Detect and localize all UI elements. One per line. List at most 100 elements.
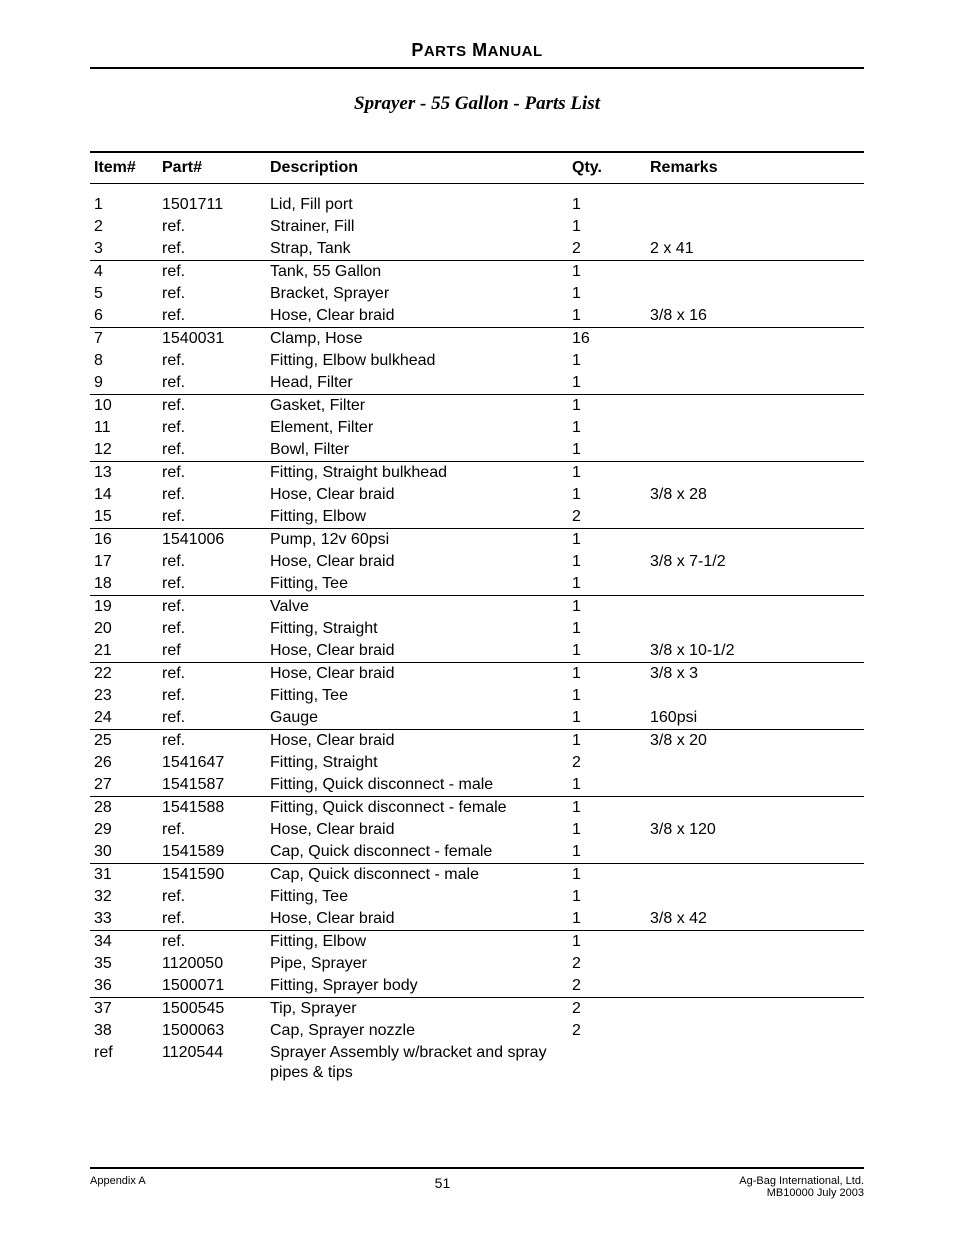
table-row: 9ref.Head, Filter1	[90, 372, 864, 395]
cell-item: 26	[90, 752, 158, 774]
cell-qty: 2	[568, 1020, 646, 1042]
cell-desc: Fitting, Quick disconnect - male	[266, 774, 568, 797]
cell-part: ref.	[158, 372, 266, 395]
col-header-part: Part#	[158, 152, 266, 184]
cell-remarks	[646, 194, 864, 216]
cell-remarks: 3/8 x 28	[646, 484, 864, 506]
cell-remarks: 2 x 41	[646, 238, 864, 261]
cell-item: 19	[90, 596, 158, 619]
cell-remarks	[646, 975, 864, 998]
cell-qty: 1	[568, 841, 646, 864]
cell-qty: 2	[568, 238, 646, 261]
cell-remarks	[646, 864, 864, 887]
cell-part: ref.	[158, 551, 266, 573]
cell-qty: 1	[568, 439, 646, 462]
cell-qty: 1	[568, 395, 646, 418]
cell-part: ref.	[158, 573, 266, 596]
cell-desc: Pipe, Sprayer	[266, 953, 568, 975]
cell-remarks: 3/8 x 10-1/2	[646, 640, 864, 663]
cell-remarks	[646, 618, 864, 640]
table-row: 371500545Tip, Sprayer2	[90, 998, 864, 1021]
cell-qty: 1	[568, 305, 646, 328]
cell-desc: Bracket, Sprayer	[266, 283, 568, 305]
cell-remarks	[646, 774, 864, 797]
cell-remarks	[646, 372, 864, 395]
page-subtitle: Sprayer - 55 Gallon - Parts List	[90, 93, 864, 115]
cell-remarks	[646, 417, 864, 439]
cell-qty	[568, 1042, 646, 1084]
table-row: 23ref.Fitting, Tee1	[90, 685, 864, 707]
cell-remarks: 3/8 x 3	[646, 663, 864, 686]
table-row: 25ref.Hose, Clear braid13/8 x 20	[90, 730, 864, 753]
cell-remarks	[646, 216, 864, 238]
cell-desc: Fitting, Straight	[266, 752, 568, 774]
cell-qty: 1	[568, 931, 646, 954]
cell-qty: 1	[568, 707, 646, 730]
cell-desc: Hose, Clear braid	[266, 908, 568, 931]
table-row: 4ref.Tank, 55 Gallon1	[90, 261, 864, 284]
title-part: ARTS	[424, 43, 467, 60]
footer-rule	[90, 1167, 864, 1169]
cell-part: ref.	[158, 685, 266, 707]
cell-part: 1541589	[158, 841, 266, 864]
cell-part: ref.	[158, 462, 266, 485]
cell-part: ref.	[158, 730, 266, 753]
cell-desc: Hose, Clear braid	[266, 484, 568, 506]
cell-remarks	[646, 462, 864, 485]
table-row: 5ref.Bracket, Sprayer1	[90, 283, 864, 305]
table-row: 29ref.Hose, Clear braid13/8 x 120	[90, 819, 864, 841]
cell-desc: Fitting, Straight bulkhead	[266, 462, 568, 485]
cell-desc: Fitting, Elbow	[266, 506, 568, 529]
cell-qty: 2	[568, 953, 646, 975]
table-row: 34ref.Fitting, Elbow1	[90, 931, 864, 954]
cell-item: 1	[90, 194, 158, 216]
table-row: 3ref.Strap, Tank22 x 41	[90, 238, 864, 261]
cell-part: 1541587	[158, 774, 266, 797]
cell-part: ref.	[158, 596, 266, 619]
table-row: 15ref.Fitting, Elbow2	[90, 506, 864, 529]
cell-remarks	[646, 931, 864, 954]
col-header-remarks: Remarks	[646, 152, 864, 184]
cell-part: 1120544	[158, 1042, 266, 1084]
cell-qty: 16	[568, 328, 646, 351]
cell-part: 1541647	[158, 752, 266, 774]
table-row: 71540031Clamp, Hose16	[90, 328, 864, 351]
cell-qty: 1	[568, 797, 646, 820]
cell-item: 4	[90, 261, 158, 284]
cell-remarks: 3/8 x 16	[646, 305, 864, 328]
cell-remarks	[646, 506, 864, 529]
cell-remarks	[646, 1020, 864, 1042]
table-row: 261541647Fitting, Straight2	[90, 752, 864, 774]
cell-part: 1500063	[158, 1020, 266, 1042]
footer-company: Ag-Bag International, Ltd.	[739, 1175, 864, 1187]
table-row: 32ref.Fitting, Tee1	[90, 886, 864, 908]
footer-page-number: 51	[146, 1175, 740, 1191]
cell-desc: Clamp, Hose	[266, 328, 568, 351]
cell-remarks	[646, 529, 864, 552]
cell-qty: 1	[568, 551, 646, 573]
cell-desc: Gauge	[266, 707, 568, 730]
footer-right: Ag-Bag International, Ltd. MB10000 July …	[739, 1175, 864, 1199]
cell-qty: 2	[568, 998, 646, 1021]
cell-remarks	[646, 797, 864, 820]
cell-desc: Bowl, Filter	[266, 439, 568, 462]
cell-qty: 1	[568, 730, 646, 753]
cell-desc: Strainer, Fill	[266, 216, 568, 238]
cell-qty: 1	[568, 417, 646, 439]
cell-desc: Cap, Quick disconnect - male	[266, 864, 568, 887]
cell-desc: Gasket, Filter	[266, 395, 568, 418]
cell-item: 28	[90, 797, 158, 820]
table-row: 381500063Cap, Sprayer nozzle2	[90, 1020, 864, 1042]
cell-qty: 1	[568, 529, 646, 552]
cell-item: 16	[90, 529, 158, 552]
cell-item: 3	[90, 238, 158, 261]
cell-remarks: 3/8 x 42	[646, 908, 864, 931]
cell-remarks: 3/8 x 20	[646, 730, 864, 753]
header-rule	[90, 67, 864, 69]
cell-remarks: 3/8 x 7-1/2	[646, 551, 864, 573]
cell-qty: 1	[568, 640, 646, 663]
cell-remarks	[646, 328, 864, 351]
cell-desc: Hose, Clear braid	[266, 663, 568, 686]
cell-item: 20	[90, 618, 158, 640]
cell-item: ref	[90, 1042, 158, 1084]
